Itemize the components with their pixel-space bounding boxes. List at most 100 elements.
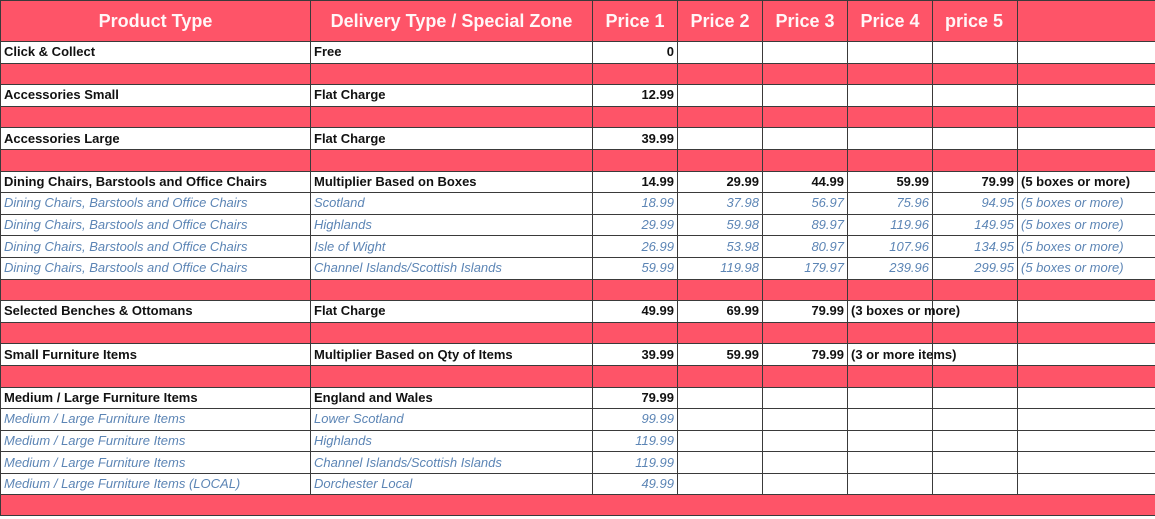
price-4-cell[interactable]: (3 or more items) <box>847 343 956 366</box>
price-2-cell[interactable]: 53.98 <box>677 235 763 258</box>
price-2-cell[interactable]: 59.98 <box>677 213 763 237</box>
product-type-cell[interactable]: Dining Chairs, Barstools and Office Chai… <box>0 192 311 215</box>
separator-cell[interactable] <box>592 278 678 302</box>
note-cell[interactable] <box>1017 343 1155 366</box>
delivery-type-cell[interactable]: England and Wales <box>310 386 593 410</box>
price-1-cell[interactable]: 59.99 <box>592 256 678 280</box>
separator-cell[interactable] <box>762 364 848 388</box>
price-3-cell[interactable]: 44.99 <box>762 170 848 194</box>
separator-cell[interactable] <box>932 148 1018 172</box>
product-type-cell[interactable]: Medium / Large Furniture Items <box>0 386 311 410</box>
price-3-cell[interactable]: 79.99 <box>762 300 848 323</box>
price-2-cell[interactable] <box>677 41 763 64</box>
price-2-cell[interactable]: 37.98 <box>677 192 763 215</box>
price-4-cell[interactable] <box>847 408 933 431</box>
note-cell[interactable] <box>1017 429 1155 453</box>
header-price-3[interactable]: Price 3 <box>762 0 848 42</box>
price-2-cell[interactable] <box>677 429 763 453</box>
separator-cell[interactable] <box>762 148 848 172</box>
price-3-cell[interactable] <box>762 127 848 150</box>
price-1-cell[interactable]: 79.99 <box>592 386 678 410</box>
price-4-cell[interactable] <box>847 127 933 150</box>
note-cell[interactable]: (5 boxes or more) <box>1017 235 1155 258</box>
separator-cell[interactable] <box>847 364 933 388</box>
separator-cell[interactable] <box>310 321 593 345</box>
separator-cell[interactable] <box>847 278 933 302</box>
price-4-cell[interactable]: 107.96 <box>847 235 933 258</box>
separator-cell[interactable] <box>677 148 763 172</box>
price-2-cell[interactable] <box>677 451 763 474</box>
product-type-cell[interactable]: Selected Benches & Ottomans <box>0 300 311 323</box>
price-4-cell[interactable] <box>847 451 933 474</box>
delivery-type-cell[interactable]: Multiplier Based on Qty of Items <box>310 343 593 366</box>
header-delivery-type[interactable]: Delivery Type / Special Zone <box>310 0 593 42</box>
price-2-cell[interactable]: 29.99 <box>677 170 763 194</box>
delivery-type-cell[interactable]: Channel Islands/Scottish Islands <box>310 256 593 280</box>
header-price-4[interactable]: Price 4 <box>847 0 933 42</box>
product-type-cell[interactable]: Dining Chairs, Barstools and Office Chai… <box>0 213 311 237</box>
separator-cell[interactable] <box>310 364 593 388</box>
price-3-cell[interactable] <box>762 472 848 496</box>
separator-cell[interactable] <box>310 62 593 86</box>
separator-cell[interactable] <box>1017 364 1155 388</box>
separator-cell[interactable] <box>762 105 848 129</box>
separator-cell[interactable] <box>310 278 593 302</box>
header-price-1[interactable]: Price 1 <box>592 0 678 42</box>
price-3-cell[interactable] <box>762 429 848 453</box>
separator-cell[interactable] <box>932 364 1018 388</box>
price-5-cell[interactable] <box>932 300 1018 323</box>
price-5-cell[interactable]: 299.95 <box>932 256 1018 280</box>
price-3-cell[interactable] <box>762 408 848 431</box>
separator-cell[interactable] <box>592 364 678 388</box>
delivery-type-cell[interactable]: Multiplier Based on Boxes <box>310 170 593 194</box>
delivery-type-cell[interactable]: Lower Scotland <box>310 408 593 431</box>
delivery-type-cell[interactable]: Flat Charge <box>310 84 593 107</box>
separator-cell[interactable] <box>677 105 763 129</box>
separator-cell[interactable] <box>1017 105 1155 129</box>
separator-cell[interactable] <box>0 105 311 129</box>
product-type-cell[interactable]: Accessories Large <box>0 127 311 150</box>
separator-cell[interactable] <box>677 321 763 345</box>
price-4-cell[interactable] <box>847 472 933 496</box>
price-4-cell[interactable] <box>847 429 933 453</box>
price-3-cell[interactable] <box>762 386 848 410</box>
separator-cell[interactable] <box>677 62 763 86</box>
price-4-cell[interactable]: 119.96 <box>847 213 933 237</box>
note-cell[interactable] <box>1017 472 1155 496</box>
product-type-cell[interactable]: Small Furniture Items <box>0 343 311 366</box>
price-2-cell[interactable] <box>677 84 763 107</box>
price-2-cell[interactable]: 69.99 <box>677 300 763 323</box>
delivery-type-cell[interactable]: Free <box>310 41 593 64</box>
separator-cell[interactable] <box>932 278 1018 302</box>
note-cell[interactable]: (5 boxes or more) <box>1017 213 1155 237</box>
price-1-cell[interactable]: 26.99 <box>592 235 678 258</box>
price-1-cell[interactable]: 12.99 <box>592 84 678 107</box>
separator-cell[interactable] <box>1017 148 1155 172</box>
separator-cell[interactable] <box>592 105 678 129</box>
separator-cell[interactable] <box>1017 321 1155 345</box>
price-1-cell[interactable]: 18.99 <box>592 192 678 215</box>
price-3-cell[interactable]: 89.97 <box>762 213 848 237</box>
separator-cell[interactable] <box>677 278 763 302</box>
delivery-type-cell[interactable]: Dorchester Local <box>310 472 593 496</box>
price-5-cell[interactable] <box>932 343 1018 366</box>
separator-cell[interactable] <box>310 105 593 129</box>
separator-cell[interactable] <box>592 148 678 172</box>
note-cell[interactable] <box>1017 451 1155 474</box>
price-5-cell[interactable]: 149.95 <box>932 213 1018 237</box>
price-5-cell[interactable] <box>932 127 1018 150</box>
price-4-cell[interactable]: 59.99 <box>847 170 933 194</box>
price-1-cell[interactable]: 49.99 <box>592 300 678 323</box>
product-type-cell[interactable]: Medium / Large Furniture Items <box>0 408 311 431</box>
header-price-2[interactable]: Price 2 <box>677 0 763 42</box>
price-5-cell[interactable] <box>932 429 1018 453</box>
price-5-cell[interactable] <box>932 408 1018 431</box>
separator-cell[interactable] <box>847 148 933 172</box>
note-cell[interactable] <box>1017 84 1155 107</box>
separator-cell[interactable] <box>847 321 933 345</box>
separator-cell[interactable] <box>932 62 1018 86</box>
separator-cell[interactable] <box>0 364 311 388</box>
price-3-cell[interactable]: 80.97 <box>762 235 848 258</box>
price-2-cell[interactable]: 59.99 <box>677 343 763 366</box>
note-cell[interactable] <box>1017 408 1155 431</box>
